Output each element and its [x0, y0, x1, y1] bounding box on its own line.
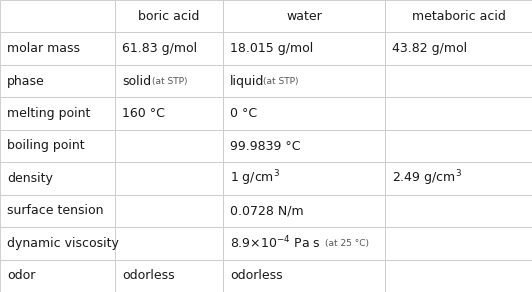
Text: density: density: [7, 172, 53, 185]
Bar: [0, 0, 115, 32]
Bar: [385, 162, 532, 195]
Bar: [385, 32, 532, 65]
Bar: [115, 227, 223, 260]
Text: dynamic viscosity: dynamic viscosity: [7, 237, 119, 250]
Text: liquid: liquid: [230, 75, 264, 88]
Text: surface tension: surface tension: [7, 204, 104, 217]
Bar: [223, 130, 385, 162]
Bar: [115, 0, 223, 32]
Text: 1 g/cm$^3$: 1 g/cm$^3$: [230, 169, 280, 188]
Text: 0.0728 N/m: 0.0728 N/m: [230, 204, 304, 217]
Bar: [223, 0, 385, 32]
Bar: [223, 260, 385, 292]
Bar: [223, 97, 385, 130]
Text: boric acid: boric acid: [138, 10, 200, 23]
Text: 18.015 g/mol: 18.015 g/mol: [230, 42, 313, 55]
Text: 160 °C: 160 °C: [122, 107, 165, 120]
Bar: [115, 260, 223, 292]
Bar: [223, 227, 385, 260]
Bar: [115, 195, 223, 227]
Text: metaboric acid: metaboric acid: [412, 10, 505, 23]
Bar: [385, 195, 532, 227]
Text: 61.83 g/mol: 61.83 g/mol: [122, 42, 197, 55]
Text: boiling point: boiling point: [7, 140, 85, 152]
Bar: [0, 65, 115, 97]
Bar: [223, 32, 385, 65]
Text: odor: odor: [7, 269, 35, 282]
Text: solid: solid: [122, 75, 151, 88]
Bar: [385, 227, 532, 260]
Text: (at 25 °C): (at 25 °C): [325, 239, 369, 248]
Text: 0 °C: 0 °C: [230, 107, 257, 120]
Bar: [223, 162, 385, 195]
Bar: [385, 97, 532, 130]
Text: odorless: odorless: [122, 269, 174, 282]
Bar: [223, 195, 385, 227]
Bar: [385, 260, 532, 292]
Text: (at STP): (at STP): [152, 77, 187, 86]
Bar: [115, 130, 223, 162]
Text: 43.82 g/mol: 43.82 g/mol: [392, 42, 467, 55]
Text: water: water: [286, 10, 322, 23]
Text: 99.9839 °C: 99.9839 °C: [230, 140, 301, 152]
Bar: [115, 97, 223, 130]
Bar: [0, 162, 115, 195]
Text: (at STP): (at STP): [263, 77, 298, 86]
Bar: [115, 32, 223, 65]
Text: phase: phase: [7, 75, 45, 88]
Bar: [0, 260, 115, 292]
Text: $8.9{\times}10^{-4}$ Pa s: $8.9{\times}10^{-4}$ Pa s: [230, 235, 321, 252]
Bar: [0, 227, 115, 260]
Bar: [0, 97, 115, 130]
Bar: [115, 65, 223, 97]
Bar: [115, 162, 223, 195]
Bar: [0, 130, 115, 162]
Bar: [385, 130, 532, 162]
Bar: [385, 0, 532, 32]
Bar: [223, 65, 385, 97]
Text: molar mass: molar mass: [7, 42, 80, 55]
Text: melting point: melting point: [7, 107, 90, 120]
Bar: [385, 65, 532, 97]
Bar: [0, 32, 115, 65]
Text: 2.49 g/cm$^3$: 2.49 g/cm$^3$: [392, 169, 462, 188]
Text: odorless: odorless: [230, 269, 282, 282]
Bar: [0, 195, 115, 227]
